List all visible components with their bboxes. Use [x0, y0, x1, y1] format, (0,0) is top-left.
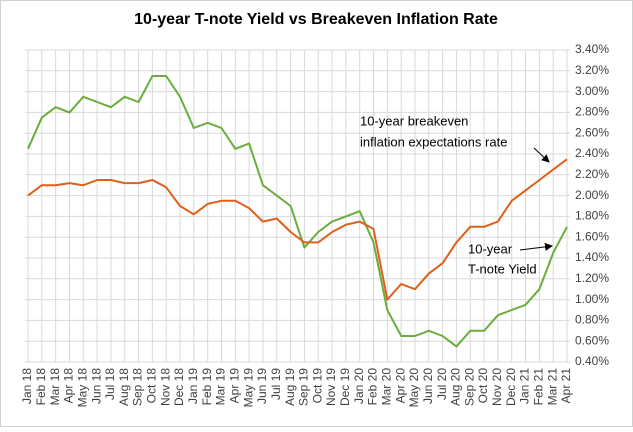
- x-tick-label: Nov 19: [324, 368, 338, 406]
- x-tick-label: May 18: [75, 368, 89, 408]
- x-tick-label: Jun 19: [255, 368, 269, 404]
- x-tick-label: Nov 20: [490, 368, 504, 406]
- x-tick-label: Oct 18: [145, 368, 159, 404]
- y-tick-label: 0.60%: [575, 333, 609, 347]
- y-tick-label: 1.20%: [575, 271, 609, 285]
- x-tick-label: Apr 20: [393, 368, 407, 404]
- x-tick-label: Dec 18: [172, 368, 186, 406]
- x-tick-label: Mar 18: [48, 368, 62, 406]
- x-tick-label: Jan 21: [518, 368, 532, 404]
- annotation: T-note Yield: [468, 261, 537, 276]
- y-tick-label: 2.60%: [575, 125, 609, 139]
- y-tick-label: 3.40%: [575, 42, 609, 56]
- annotation: inflation expectations rate: [360, 134, 507, 149]
- x-tick-label: Sep 20: [462, 368, 476, 406]
- x-tick-label: Apr 18: [62, 368, 76, 404]
- x-tick-label: Jun 20: [421, 368, 435, 404]
- x-tick-label: May 20: [407, 368, 421, 408]
- x-tick-label: Mar 21: [545, 368, 559, 406]
- series-line: [27, 75, 568, 348]
- y-tick-label: 3.20%: [575, 63, 609, 77]
- chart-title: 10-year T-note Yield vs Breakeven Inflat…: [134, 11, 498, 28]
- y-tick-label: 0.80%: [575, 313, 609, 327]
- y-tick-label: 2.80%: [575, 105, 609, 119]
- x-tick-label: May 19: [241, 368, 255, 408]
- x-tick-label: Jul 19: [269, 368, 283, 400]
- x-tick-label: Dec 20: [504, 368, 518, 406]
- x-tick-label: Jun 18: [89, 368, 103, 404]
- x-tick-label: Dec 19: [338, 368, 352, 406]
- y-tick-label: 2.20%: [575, 167, 609, 181]
- x-tick-label: Aug 20: [449, 368, 463, 406]
- x-tick-label: Feb 18: [34, 368, 48, 406]
- x-tick-label: Nov 18: [158, 368, 172, 406]
- series-line: [27, 158, 568, 301]
- x-tick-label: Feb 21: [532, 368, 546, 406]
- y-tick-label: 1.80%: [575, 209, 609, 223]
- x-tick-label: Jan 19: [186, 368, 200, 404]
- x-tick-label: Feb 19: [200, 368, 214, 406]
- x-tick-label: Jan 18: [20, 368, 34, 404]
- x-tick-label: Sep 18: [131, 368, 145, 406]
- x-tick-label: Mar 19: [214, 368, 228, 406]
- y-tick-label: 1.60%: [575, 229, 609, 243]
- y-tick-label: 0.40%: [575, 354, 609, 368]
- x-tick-label: Oct 20: [476, 368, 490, 404]
- x-tick-label: Aug 19: [283, 368, 297, 406]
- y-tick-label: 3.00%: [575, 84, 609, 98]
- x-tick-label: Aug 18: [117, 368, 131, 406]
- x-tick-label: Oct 19: [310, 368, 324, 404]
- x-tick-label: Feb 20: [366, 368, 380, 406]
- y-tick-label: 1.00%: [575, 292, 609, 306]
- y-tick-label: 1.40%: [575, 250, 609, 264]
- x-tick-label: Jul 20: [435, 368, 449, 400]
- y-tick-label: 2.40%: [575, 146, 609, 160]
- y-tick-label: 2.00%: [575, 188, 609, 202]
- annotation: 10-year: [468, 241, 513, 256]
- x-tick-label: Apr 21: [559, 368, 573, 404]
- annotation: 10-year breakeven: [360, 113, 468, 128]
- arrow: [533, 147, 550, 163]
- x-tick-label: Jan 20: [352, 368, 366, 404]
- x-tick-label: Jul 18: [103, 368, 117, 400]
- arrow: [519, 242, 553, 251]
- x-tick-label: Mar 20: [380, 368, 394, 406]
- x-tick-label: Sep 19: [297, 368, 311, 406]
- x-tick-label: Apr 19: [227, 368, 241, 404]
